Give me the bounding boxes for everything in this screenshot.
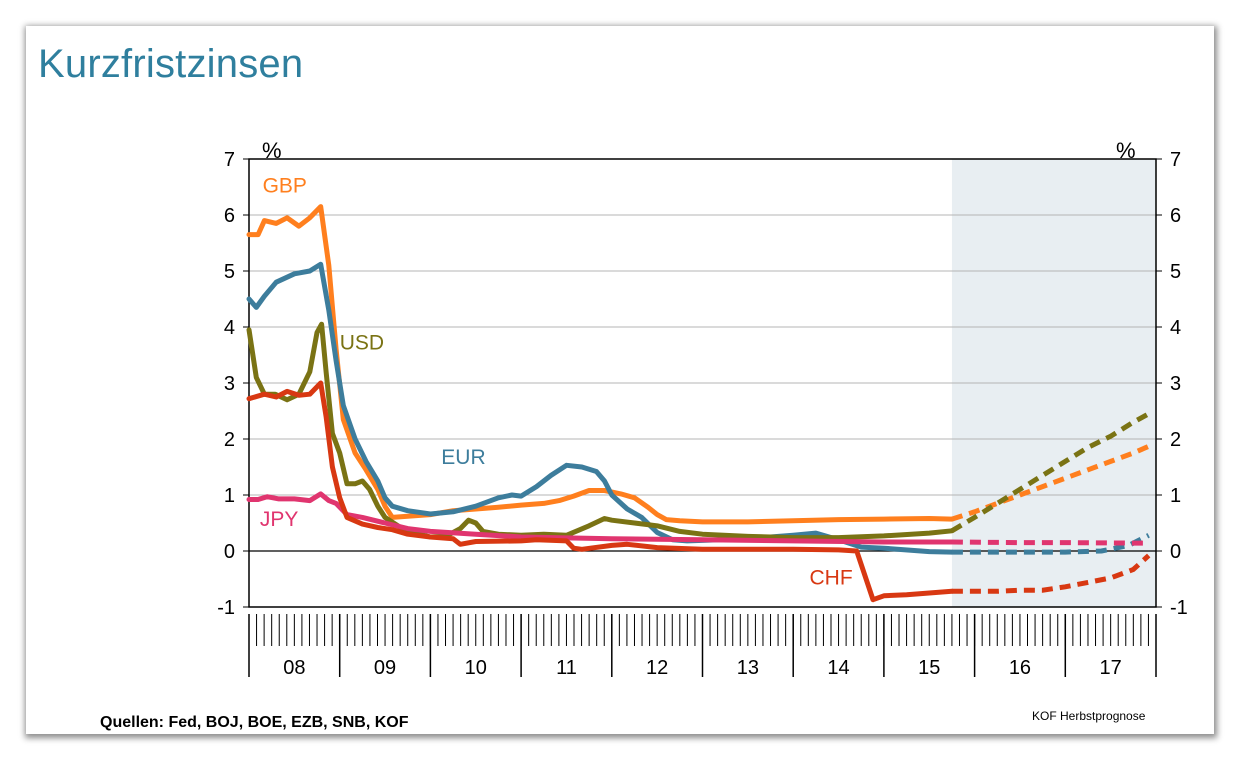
x-tick-label: 16 [1009,657,1031,679]
series-line-gbp [246,204,955,525]
y-tick-label-left: 2 [224,429,235,451]
y-tick-label-left: 4 [224,317,235,339]
series-forecast-chf [951,553,1151,594]
series-label-usd: USD [340,331,384,354]
x-tick-label: 11 [556,657,577,679]
x-tick-label: 09 [374,657,396,679]
x-tick-label: 08 [283,657,305,679]
series-label-eur: EUR [441,446,485,469]
y-tick-label-right: 3 [1170,373,1181,395]
y-tick-label-right: 5 [1170,261,1181,283]
y-tick-label-right: 4 [1170,317,1181,339]
y-tick-label-right: 1 [1170,485,1181,507]
page-title: Kurzfristzinsen [38,42,304,86]
sources-note: Quellen: Fed, BOJ, BOE, EZB, SNB, KOF [100,714,409,731]
y-tick-label-right: 0 [1170,541,1181,563]
series-line-eur [246,261,955,555]
y-tick-label-right: 6 [1170,205,1181,227]
series-forecast-usd [950,411,1150,533]
series-label-gbp: GBP [263,175,307,198]
credit-note: KOF Herbstprognose [1032,709,1146,723]
y-tick-label-left: 1 [224,485,235,507]
y-unit-left: % [262,138,282,163]
series-forecast-eur [951,533,1150,555]
x-tick-label: 15 [918,657,940,679]
series-label-chf: CHF [810,567,853,590]
y-unit-right: % [1116,138,1136,163]
x-tick-label: 10 [465,657,487,679]
x-tick-label: 13 [737,657,759,679]
y-tick-label-left: 7 [224,149,235,171]
series-line-jpy [246,491,955,545]
y-tick-label-right: 7 [1170,149,1181,171]
x-tick-label: 12 [646,657,668,679]
y-tick-label-left: 6 [224,205,235,227]
y-tick-label-left: 3 [224,373,235,395]
y-tick-label-left: -1 [217,597,235,619]
y-tick-label-left: 0 [224,541,235,563]
series-label-jpy: JPY [260,508,299,531]
series-forecast-gbp [951,444,1150,522]
x-tick-label: 14 [827,657,849,679]
x-tick-label: 17 [1100,657,1122,679]
series-forecast-jpy [951,539,1149,546]
y-tick-label-left: 5 [224,261,235,283]
y-tick-label-right: 2 [1170,429,1181,451]
series-line-chf [246,380,955,603]
y-tick-label-right: -1 [1170,597,1188,619]
